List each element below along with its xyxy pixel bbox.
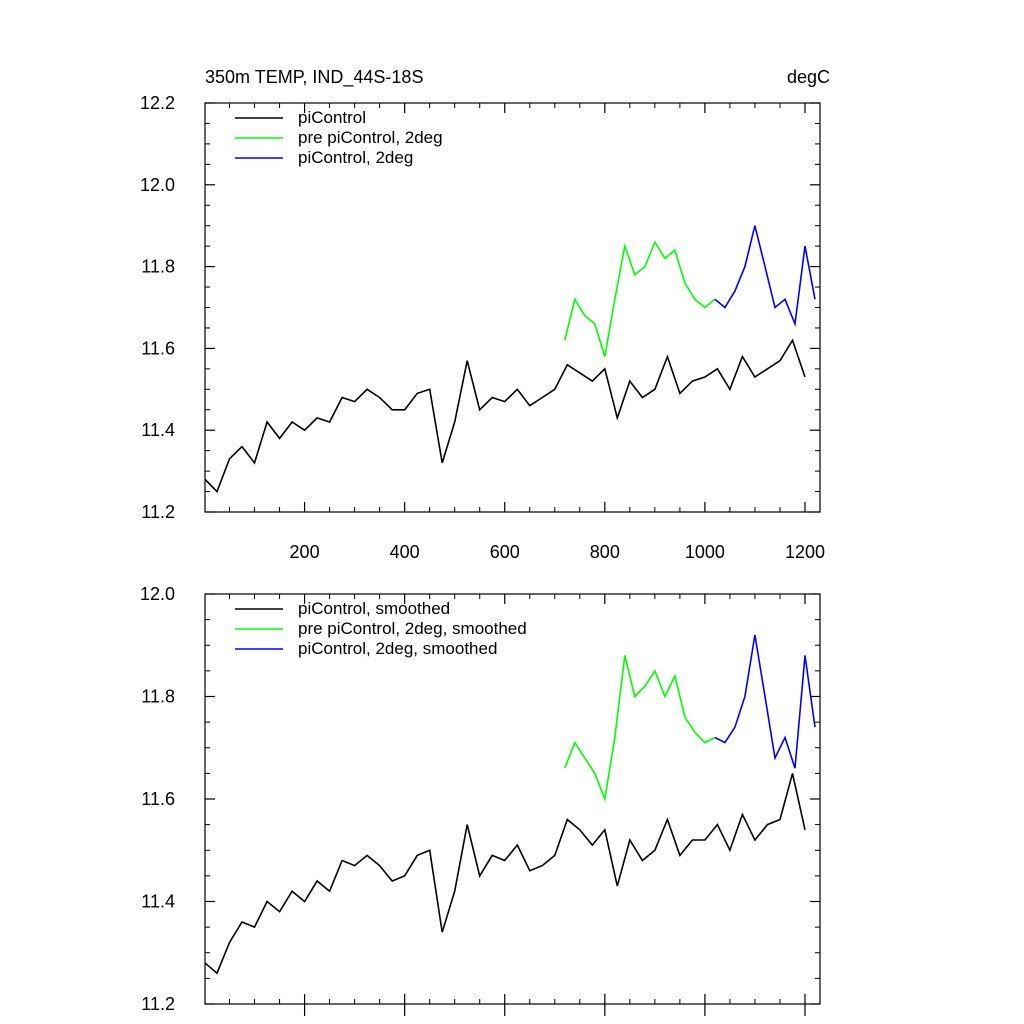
series-line-0	[205, 773, 806, 975]
y-tick-label: 11.2	[141, 994, 175, 1014]
y-tick-label: 11.8	[141, 257, 175, 277]
y-tick-label: 11.4	[141, 892, 175, 912]
y-tick-label: 11.6	[141, 789, 175, 809]
x-tick-label: 1200	[785, 542, 825, 562]
y-tick-label: 11.6	[141, 338, 175, 358]
units-label: degC	[787, 67, 830, 87]
legend-label: pre piControl, 2deg	[298, 128, 443, 147]
y-tick-label: 11.8	[141, 687, 175, 707]
y-tick-label: 12.0	[140, 175, 175, 195]
series-line-2	[714, 225, 816, 328]
chart-title: 350m TEMP, IND_44S-18S	[205, 67, 423, 88]
y-tick-label: 12.2	[140, 93, 175, 113]
x-tick-label: 1000	[685, 542, 725, 562]
x-tick-label: 800	[590, 542, 620, 562]
y-tick-label: 12.0	[140, 584, 175, 604]
y-tick-label: 11.2	[141, 502, 175, 522]
series-line-0	[205, 338, 806, 493]
legend-label: piControl, 2deg	[298, 148, 413, 167]
series-line-1	[564, 240, 716, 357]
top-panel: 11.2 11.4 11.6 11.8 12.0 12.2 200 400 600 800 1000…	[140, 67, 830, 562]
legend-label: piControl, 2deg, smoothed	[298, 639, 497, 658]
x-tick-label: 600	[490, 542, 520, 562]
legend-label: piControl, smoothed	[298, 599, 450, 618]
legend-label: piControl	[298, 108, 366, 127]
x-tick-label: 200	[290, 542, 320, 562]
series-line-2	[714, 634, 816, 769]
x-tick-label: 400	[390, 542, 420, 562]
series-line-1	[564, 655, 716, 803]
legend-label: pre piControl, 2deg, smoothed	[298, 619, 527, 638]
y-tick-label: 11.4	[141, 420, 175, 440]
